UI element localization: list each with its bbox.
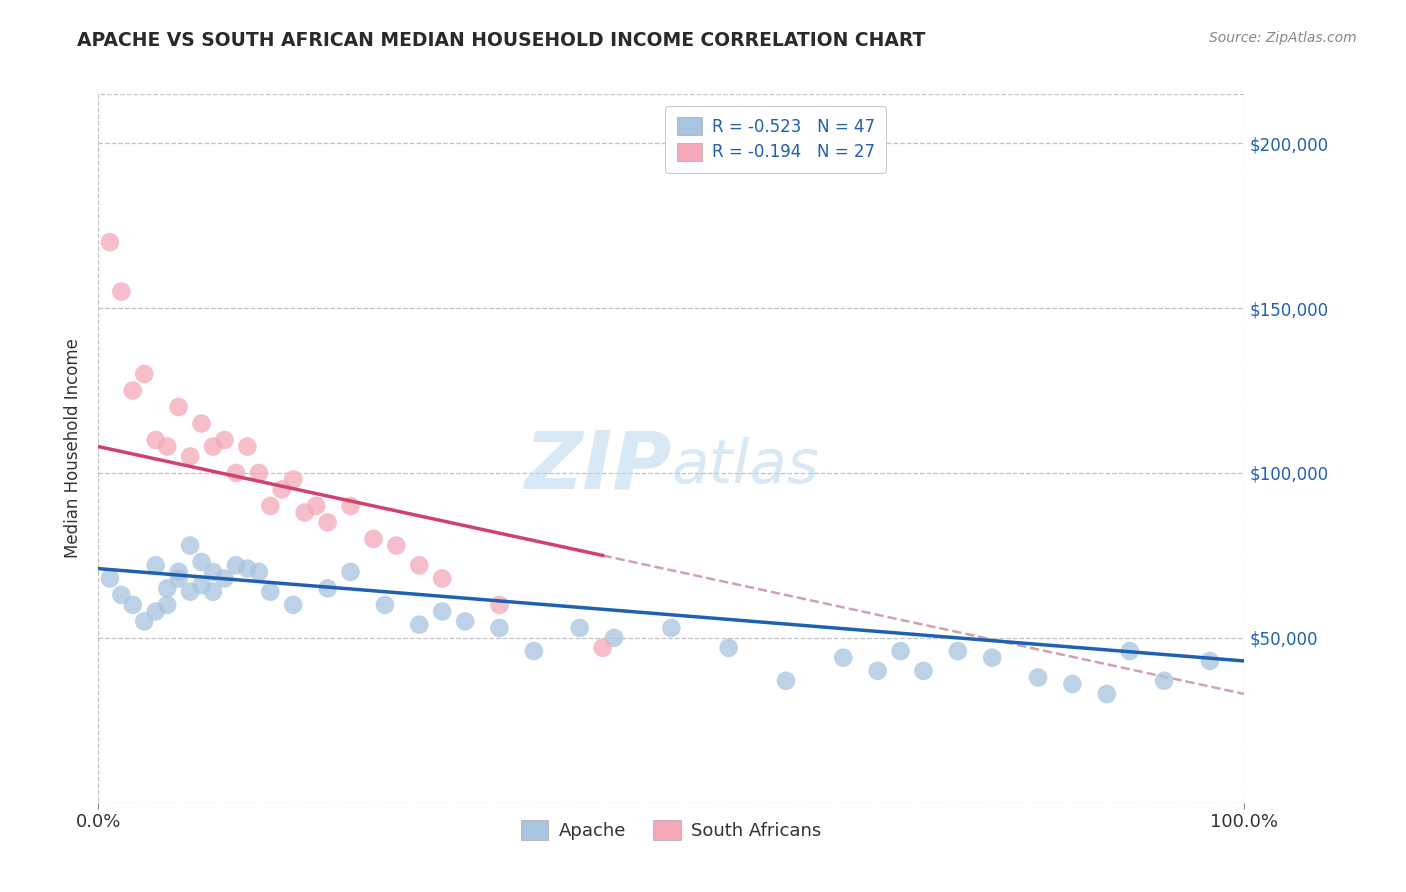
- Point: [488, 598, 510, 612]
- Point: [121, 598, 143, 612]
- Point: [568, 621, 591, 635]
- Point: [145, 433, 167, 447]
- Point: [110, 588, 132, 602]
- Point: [247, 466, 270, 480]
- Point: [603, 631, 626, 645]
- Point: [156, 440, 179, 454]
- Point: [1199, 654, 1222, 668]
- Point: [408, 558, 430, 573]
- Point: [214, 433, 236, 447]
- Point: [889, 644, 911, 658]
- Point: [1062, 677, 1084, 691]
- Point: [912, 664, 935, 678]
- Point: [454, 615, 477, 629]
- Point: [305, 499, 328, 513]
- Point: [270, 483, 292, 497]
- Point: [98, 572, 121, 586]
- Point: [1119, 644, 1142, 658]
- Point: [110, 285, 132, 299]
- Point: [134, 367, 156, 381]
- Point: [259, 499, 281, 513]
- Point: [121, 384, 143, 398]
- Point: [408, 617, 430, 632]
- Point: [167, 565, 190, 579]
- Point: [202, 440, 225, 454]
- Point: [145, 605, 167, 619]
- Point: [167, 400, 190, 414]
- Point: [202, 565, 225, 579]
- Point: [225, 558, 247, 573]
- Point: [488, 621, 510, 635]
- Point: [1095, 687, 1118, 701]
- Point: [134, 615, 156, 629]
- Point: [374, 598, 396, 612]
- Text: Source: ZipAtlas.com: Source: ZipAtlas.com: [1209, 31, 1357, 45]
- Point: [1153, 673, 1175, 688]
- Point: [167, 572, 190, 586]
- Point: [430, 572, 453, 586]
- Point: [202, 584, 225, 599]
- Point: [225, 466, 247, 480]
- Point: [190, 417, 212, 431]
- Point: [866, 664, 889, 678]
- Point: [214, 572, 236, 586]
- Point: [145, 558, 167, 573]
- Point: [1026, 670, 1049, 684]
- Point: [98, 235, 121, 249]
- Point: [717, 640, 740, 655]
- Point: [946, 644, 969, 658]
- Point: [363, 532, 385, 546]
- Point: [283, 598, 305, 612]
- Point: [156, 582, 179, 596]
- Point: [283, 473, 305, 487]
- Y-axis label: Median Household Income: Median Household Income: [63, 338, 82, 558]
- Point: [236, 440, 259, 454]
- Point: [339, 565, 361, 579]
- Point: [259, 584, 281, 599]
- Point: [316, 516, 339, 530]
- Text: atlas: atlas: [672, 437, 820, 496]
- Point: [523, 644, 546, 658]
- Point: [981, 650, 1004, 665]
- Text: APACHE VS SOUTH AFRICAN MEDIAN HOUSEHOLD INCOME CORRELATION CHART: APACHE VS SOUTH AFRICAN MEDIAN HOUSEHOLD…: [77, 31, 925, 50]
- Point: [179, 584, 201, 599]
- Point: [190, 555, 212, 569]
- Point: [661, 621, 683, 635]
- Point: [179, 539, 201, 553]
- Point: [385, 539, 408, 553]
- Legend: Apache, South Africans: Apache, South Africans: [513, 813, 830, 847]
- Point: [156, 598, 179, 612]
- Point: [775, 673, 797, 688]
- Text: ZIP: ZIP: [524, 427, 672, 506]
- Point: [339, 499, 361, 513]
- Point: [236, 561, 259, 575]
- Point: [294, 506, 316, 520]
- Point: [190, 578, 212, 592]
- Point: [179, 450, 201, 464]
- Point: [316, 582, 339, 596]
- Point: [430, 605, 453, 619]
- Point: [247, 565, 270, 579]
- Point: [592, 640, 614, 655]
- Point: [832, 650, 855, 665]
